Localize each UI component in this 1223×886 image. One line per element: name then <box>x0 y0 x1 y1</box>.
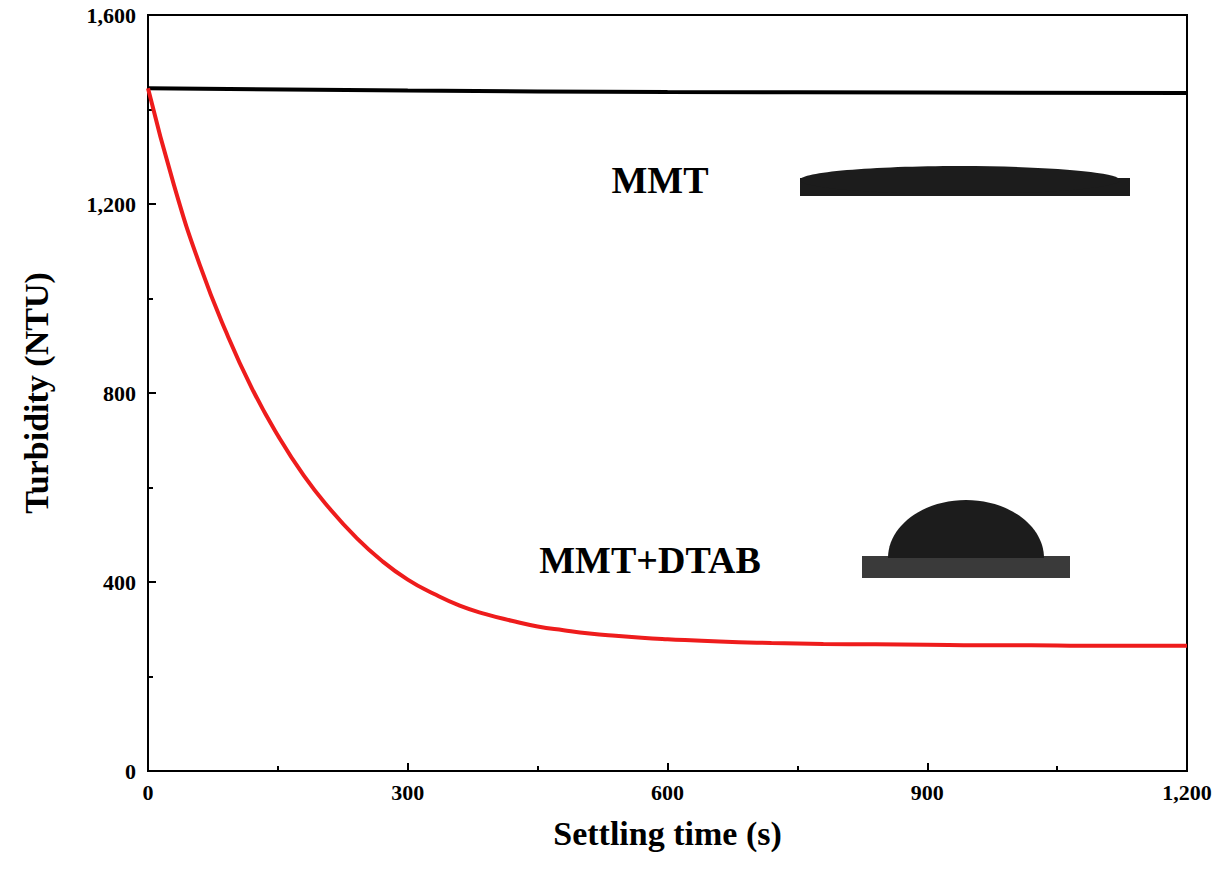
svg-text:MMT: MMT <box>611 159 708 201</box>
svg-text:1,200: 1,200 <box>87 192 137 217</box>
svg-text:1,200: 1,200 <box>1162 780 1212 805</box>
svg-text:0: 0 <box>125 759 136 784</box>
svg-text:300: 300 <box>391 780 424 805</box>
svg-text:800: 800 <box>103 381 136 406</box>
svg-text:1,600: 1,600 <box>87 3 137 28</box>
svg-text:400: 400 <box>103 570 136 595</box>
svg-text:0: 0 <box>143 780 154 805</box>
svg-text:Settling time (s): Settling time (s) <box>553 815 782 853</box>
svg-text:900: 900 <box>911 780 944 805</box>
svg-text:600: 600 <box>651 780 684 805</box>
svg-text:MMT+DTAB: MMT+DTAB <box>539 539 761 581</box>
svg-text:Turbidity (NTU): Turbidity (NTU) <box>18 272 56 514</box>
